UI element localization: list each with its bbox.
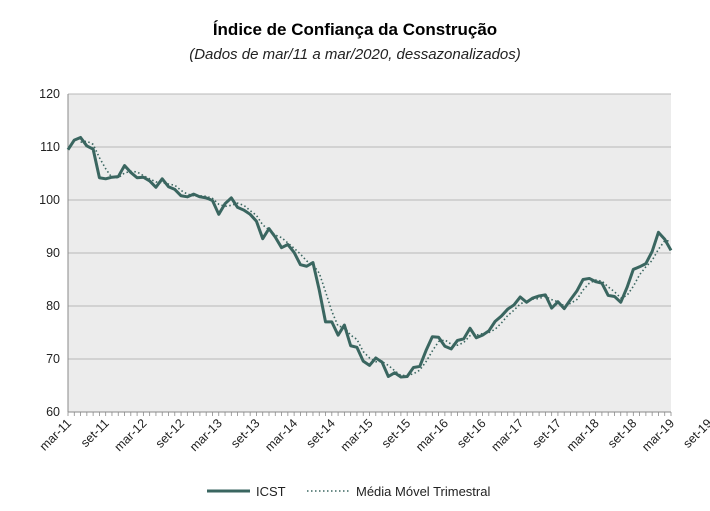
x-tick-label: set-13 [228,416,262,450]
x-tick-label: mar-14 [262,416,300,454]
x-tick-label: set-12 [153,416,187,450]
x-tick-label: set-15 [379,416,413,450]
legend-label-moving-average: Média Móvel Trimestral [356,484,490,499]
y-tick-label: 90 [46,246,60,260]
legend: ICST Média Móvel Trimestral [207,484,490,499]
x-tick-label: set-17 [530,416,564,450]
legend-label-icst: ICST [256,484,286,499]
x-tick-label: mar-12 [112,416,150,454]
y-tick-label: 110 [40,140,60,154]
x-tick-label: mar-17 [488,416,526,454]
y-tick-label: 70 [46,352,60,366]
icst-series-line [66,135,673,379]
chart-subtitle: (Dados de mar/11 a mar/2020, dessazonali… [189,46,521,63]
x-tick-label: set-16 [454,416,488,450]
x-tick-label: mar-15 [338,416,376,454]
gridlines [68,93,671,413]
y-tick-label: 120 [39,87,60,101]
x-tick-label: mar-13 [187,416,225,454]
x-tick-label: mar-16 [413,416,451,454]
x-tick-label: mar-18 [564,416,602,454]
x-tick-label: mar-19 [639,416,677,454]
x-tick-label: set-11 [78,416,112,450]
chart-title: Índice de Confiança da Construção [212,20,498,39]
x-tick-label: set-18 [605,416,639,450]
series-layer [66,135,673,379]
x-tick-label: mar-11 [37,416,74,453]
y-tick-label: 80 [46,299,60,313]
moving-average-line [80,140,671,377]
x-tick-label: set-14 [303,416,337,450]
x-tick-label: set-19 [680,416,710,450]
y-tick-label: 60 [46,405,60,419]
y-tick-label: 100 [39,193,60,207]
